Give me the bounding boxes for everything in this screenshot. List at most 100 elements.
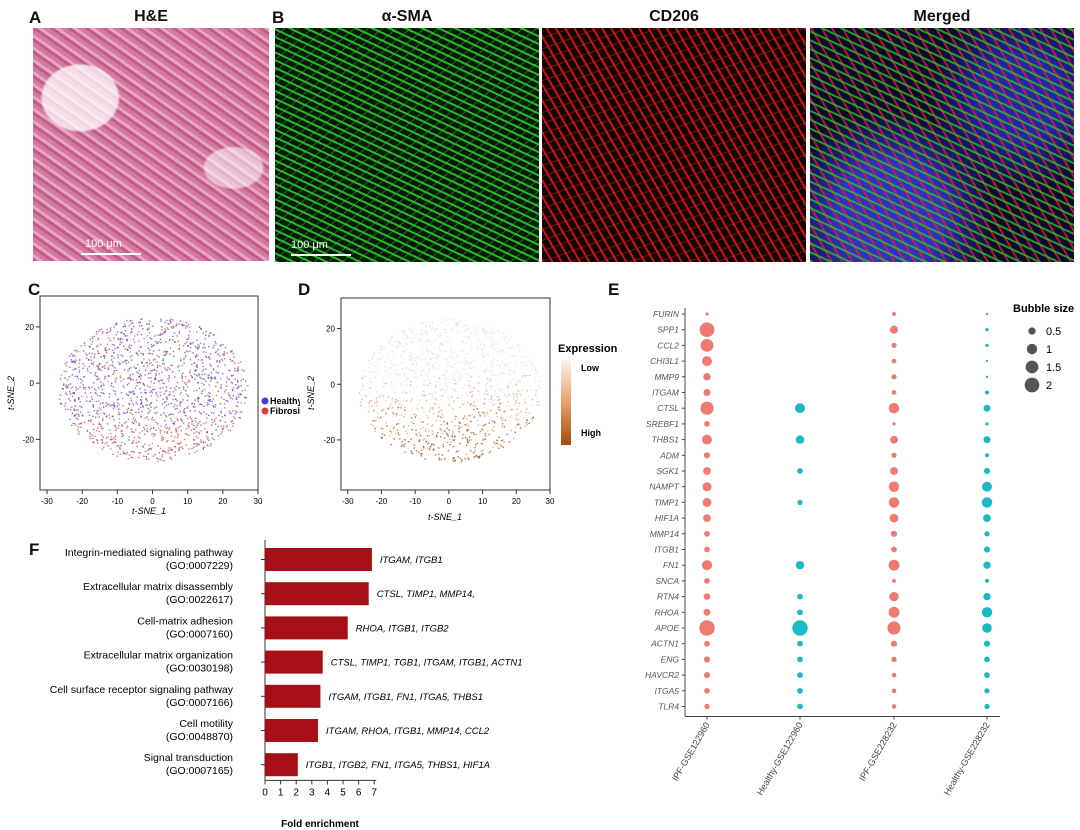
- tsne-expression-point: [374, 416, 376, 418]
- tsne-cell-point: [86, 368, 89, 370]
- tsne-cell-point: [231, 398, 234, 400]
- tsne-cell-point: [194, 428, 196, 430]
- tsne-expression-point: [498, 406, 500, 408]
- tsne-cell-point: [156, 399, 158, 401]
- tsne-cell-point: [161, 371, 163, 373]
- tsne-expression-point: [479, 430, 482, 433]
- f-xtick-label: 4: [325, 787, 331, 798]
- tsne-expression-point: [482, 354, 484, 356]
- tsne-cell-point: [154, 453, 156, 456]
- tsne-expression-point: [391, 397, 393, 400]
- tsne-cell-point: [221, 415, 224, 418]
- tsne-cell-point: [134, 420, 136, 422]
- tsne-cell-point: [121, 430, 123, 432]
- tsne-cell-point: [204, 388, 206, 391]
- tsne-expression-point: [504, 365, 506, 367]
- tsne-expression-point: [410, 417, 413, 419]
- tsne-expression-point: [449, 355, 452, 357]
- tsne-cell-point: [102, 383, 104, 385]
- tsne-expression-point: [463, 387, 465, 389]
- tsne-cell-point: [132, 440, 135, 442]
- tsne-cell-point: [117, 398, 120, 400]
- tsne-cell-point: [153, 435, 155, 437]
- tsne-expression-point: [529, 421, 531, 423]
- tsne-cell-point: [82, 367, 84, 369]
- tsne-cell-point: [220, 384, 222, 386]
- tsne-expression-point: [517, 345, 520, 348]
- tsne-cell-point: [187, 395, 189, 397]
- gene-label: RHOA: [654, 607, 679, 617]
- tsne-expression-point: [471, 439, 473, 441]
- tsne-cell-point: [96, 365, 98, 368]
- tsne-cell-point: [223, 358, 226, 360]
- tsne-cell-point: [110, 359, 113, 361]
- tsne-expression-point: [467, 327, 469, 330]
- tsne-expression-point: [423, 438, 426, 440]
- tsne-expression-point: [487, 331, 489, 333]
- d-xlabel: t-SNE_1: [428, 512, 462, 522]
- tsne-expression-point: [481, 352, 483, 354]
- tsne-cell-point: [112, 343, 114, 346]
- tsne-cell-point: [187, 424, 190, 426]
- tsne-cell-point: [217, 435, 219, 437]
- tsne-cell-point: [152, 345, 154, 347]
- tsne-expression-point: [444, 437, 446, 439]
- expression-bubble: [891, 546, 897, 553]
- tsne-cell-point: [165, 427, 167, 429]
- tsne-expression-point: [387, 339, 389, 341]
- expression-bubble: [703, 608, 711, 616]
- tsne-cell-point: [159, 334, 162, 336]
- tsne-expression-point: [389, 340, 392, 342]
- tsne-expression-point: [368, 360, 370, 363]
- tsne-cell-point: [211, 419, 213, 421]
- tsne-cell-point: [187, 434, 190, 436]
- expression-bubble: [797, 687, 803, 694]
- tsne-cell-point: [146, 365, 149, 367]
- tsne-cell-point: [171, 458, 173, 460]
- tsne-cell-point: [135, 379, 138, 381]
- tsne-cell-point: [146, 323, 148, 325]
- tsne-expression-point: [410, 351, 412, 354]
- tsne-expression-point: [493, 399, 496, 401]
- tsne-expression-point: [455, 325, 457, 327]
- tsne-cell-point: [153, 432, 155, 435]
- tsne-cell-point: [148, 327, 150, 329]
- tsne-cell-point: [193, 432, 195, 434]
- tsne-cell-point: [219, 360, 221, 362]
- tsne-cell-point: [170, 431, 172, 434]
- tsne-expression-point: [461, 340, 464, 342]
- tsne-cell-point: [97, 413, 100, 415]
- tsne-cell-point: [169, 393, 171, 396]
- tsne-expression-point: [394, 401, 397, 403]
- tsne-expression-point: [390, 381, 393, 384]
- tsne-cell-point: [140, 352, 142, 355]
- tsne-expression-point: [386, 399, 388, 401]
- tsne-cell-point: [112, 407, 115, 410]
- tsne-cell-point: [156, 342, 158, 344]
- tsne-cell-point: [75, 389, 77, 391]
- tsne-expression-point: [413, 370, 415, 372]
- tsne-expression-point: [504, 363, 506, 366]
- tsne-expression-point: [400, 404, 403, 407]
- tsne-cell-point: [180, 360, 182, 362]
- tsne-expression-point: [508, 383, 511, 385]
- tsne-expression-point: [403, 372, 405, 375]
- tsne-expression-point: [438, 364, 441, 367]
- tsne-expression-point: [444, 329, 447, 331]
- tsne-expression-point: [473, 401, 475, 403]
- tsne-cell-point: [97, 369, 100, 371]
- tsne-cell-point: [129, 351, 131, 353]
- tsne-cell-point: [234, 413, 237, 415]
- tsne-cell-point: [205, 355, 207, 357]
- tsne-expression-point: [393, 369, 396, 371]
- tsne-expression-point: [453, 387, 456, 390]
- tsne-cell-point: [166, 327, 169, 329]
- tsne-cell-point: [168, 376, 171, 379]
- tsne-cell-point: [76, 413, 78, 415]
- tsne-cell-point: [173, 421, 176, 423]
- tsne-cell-point: [180, 358, 182, 360]
- tsne-cell-point: [154, 378, 156, 381]
- tsne-expression-point: [483, 415, 486, 417]
- tsne-expression-point: [457, 456, 459, 458]
